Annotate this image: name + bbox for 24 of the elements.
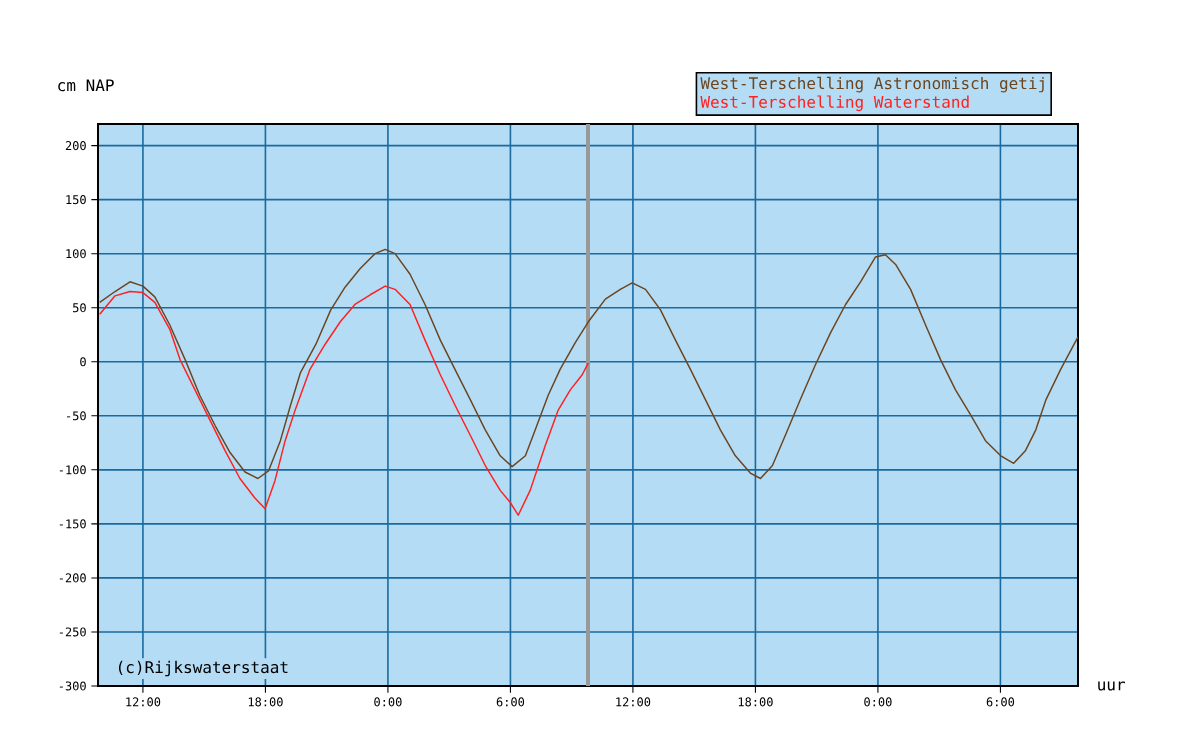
y-axis-title: cm NAP bbox=[58, 79, 114, 92]
x-tick-label: 6:00 bbox=[986, 697, 1015, 707]
x-tick-label: 18:00 bbox=[738, 697, 773, 707]
y-tick-label: 200 bbox=[65, 141, 86, 151]
x-tick-label: 12:00 bbox=[126, 697, 161, 707]
y-tick-label: -250 bbox=[59, 627, 86, 637]
y-tick-label: -50 bbox=[67, 411, 86, 421]
x-tick-label: 0:00 bbox=[864, 697, 892, 707]
x-axis-title: uur bbox=[1098, 681, 1125, 691]
x-tick-label: 12:00 bbox=[616, 697, 651, 707]
y-tick-label: -300 bbox=[59, 681, 86, 691]
y-tick-label: -100 bbox=[59, 465, 86, 475]
y-tick-label: -200 bbox=[59, 573, 86, 583]
x-tick-label: 6:00 bbox=[496, 697, 525, 707]
y-tick-label: 100 bbox=[66, 249, 86, 259]
x-tick-label: 0:00 bbox=[374, 697, 402, 707]
y-tick-label: 50 bbox=[73, 303, 86, 313]
x-tick-label: 18:00 bbox=[248, 697, 283, 707]
y-tick-label: -150 bbox=[59, 519, 86, 529]
y-tick-label: 0 bbox=[80, 357, 86, 367]
text: West-Terschelling Waterstand bbox=[700, 95, 969, 112]
annotation: (c)Rijkswaterstaat bbox=[118, 660, 288, 677]
text: West-Terschelling Astronomisch getij bbox=[700, 76, 1044, 93]
y-tick-label: 150 bbox=[66, 195, 86, 205]
